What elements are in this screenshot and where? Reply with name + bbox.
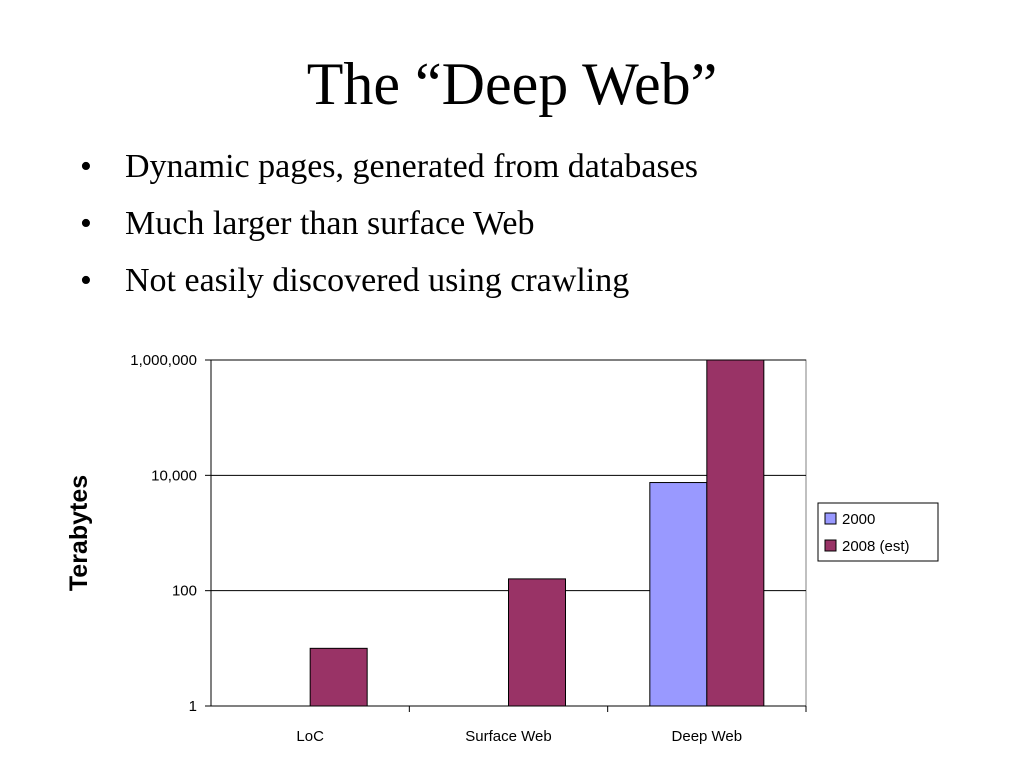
bullet-item: • Much larger than surface Web [80, 200, 698, 257]
bar [649, 482, 708, 707]
bullet-icon: • [80, 262, 92, 299]
y-tick-label: 10,000 [151, 467, 197, 484]
y-tick-label: 100 [172, 583, 197, 600]
x-tick-label: LoC [296, 728, 324, 745]
bar [706, 359, 765, 707]
legend-label: 2008 (est) [842, 538, 910, 555]
y-axis-label: Terabytes [65, 475, 93, 591]
y-tick-label: 1 [189, 698, 197, 715]
slide-title: The “Deep Web” [306, 51, 718, 117]
bar [508, 578, 566, 707]
legend-box [817, 502, 939, 562]
bar [309, 647, 368, 707]
bullet-item: • Not easily discovered using crawling [80, 257, 698, 314]
bullet-text: Not easily discovered using crawling [125, 262, 630, 299]
bullet-icon: • [80, 148, 92, 185]
x-tick-label: Deep Web [672, 728, 743, 745]
bullet-list: • Dynamic pages, generated from databases… [80, 143, 698, 314]
legend-swatch [824, 539, 837, 552]
y-tick-label: 1,000,000 [130, 352, 197, 369]
x-tick-label: Surface Web [465, 728, 551, 745]
bullet-text: Dynamic pages, generated from databases [125, 148, 699, 185]
bullet-text: Much larger than surface Web [125, 205, 535, 242]
legend-label: 2000 [842, 511, 875, 528]
legend-swatch [824, 512, 837, 525]
bullet-item: • Dynamic pages, generated from databases [80, 143, 698, 200]
bullet-icon: • [80, 205, 92, 242]
